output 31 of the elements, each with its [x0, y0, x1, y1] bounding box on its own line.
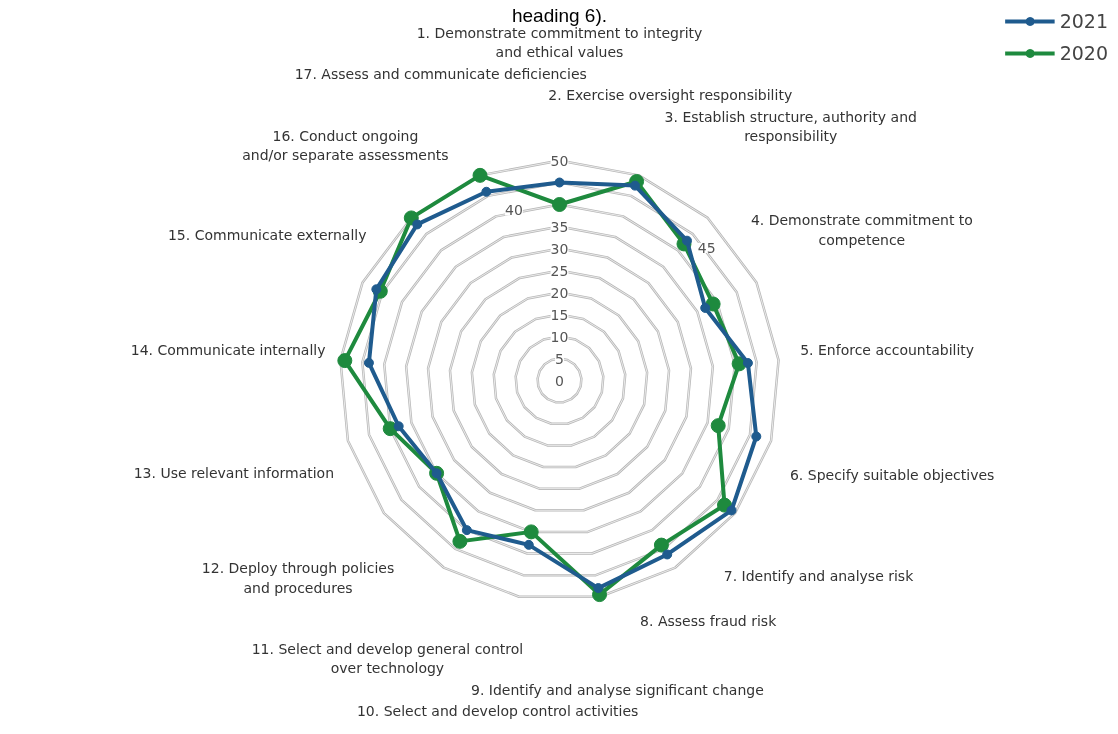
spoke-label: 8. Assess fraud risk [640, 612, 778, 629]
y-tick-label: 45 [697, 240, 716, 257]
legend-label: 2020 [1059, 42, 1108, 64]
spoke-label: 6. Specify suitable objectives [789, 467, 995, 484]
chart-title: heading 6). [511, 4, 608, 26]
y-tick-label: 35 [550, 218, 569, 235]
spoke-label: 15. Communicate externally [167, 226, 367, 243]
y-tick-label: 15 [550, 306, 569, 323]
spoke-label: 14. Communicate internally [130, 341, 326, 358]
y-tick-label: 20 [550, 284, 569, 301]
y-tick-label: 40 [505, 202, 523, 219]
y-tick-label: 0 [555, 372, 564, 389]
spoke-label: 5. Enforce accountability [800, 342, 975, 359]
spoke-label: 12. Deploy through policies and procedures [201, 560, 395, 596]
y-tick-label: 10 [550, 328, 569, 345]
y-tick-label: 25 [550, 262, 569, 279]
y-tick-label: 50 [550, 152, 569, 169]
spoke-label: 3. Establish structure, authority and responsibility [664, 109, 917, 145]
spoke-label: 9. Identify and analyse significant change [471, 682, 764, 699]
spoke-label: 17. Assess and communicate deficiencies [294, 65, 587, 82]
spoke-label: 16. Conduct ongoing and/or separate assessments [242, 128, 449, 164]
y-tick-label: 30 [550, 240, 569, 257]
spoke-label: 1. Demonstrate commitment to integrity and ethical values [416, 24, 703, 60]
spoke-label: 11. Select and develop general control over technology [251, 640, 524, 677]
spoke-label: 7. Identify and analyse risk [723, 568, 915, 585]
spoke-label: 2. Exercise oversight responsibility [548, 86, 793, 103]
y-tick-label: 5 [555, 350, 564, 367]
spoke-label: 13. Use relevant information [133, 465, 335, 482]
legend-label: 2021 [1059, 10, 1108, 32]
spoke-label: 4. Demonstrate commitment to competence [750, 212, 973, 248]
spoke-label: 10. Select and develop control activities [356, 703, 639, 720]
